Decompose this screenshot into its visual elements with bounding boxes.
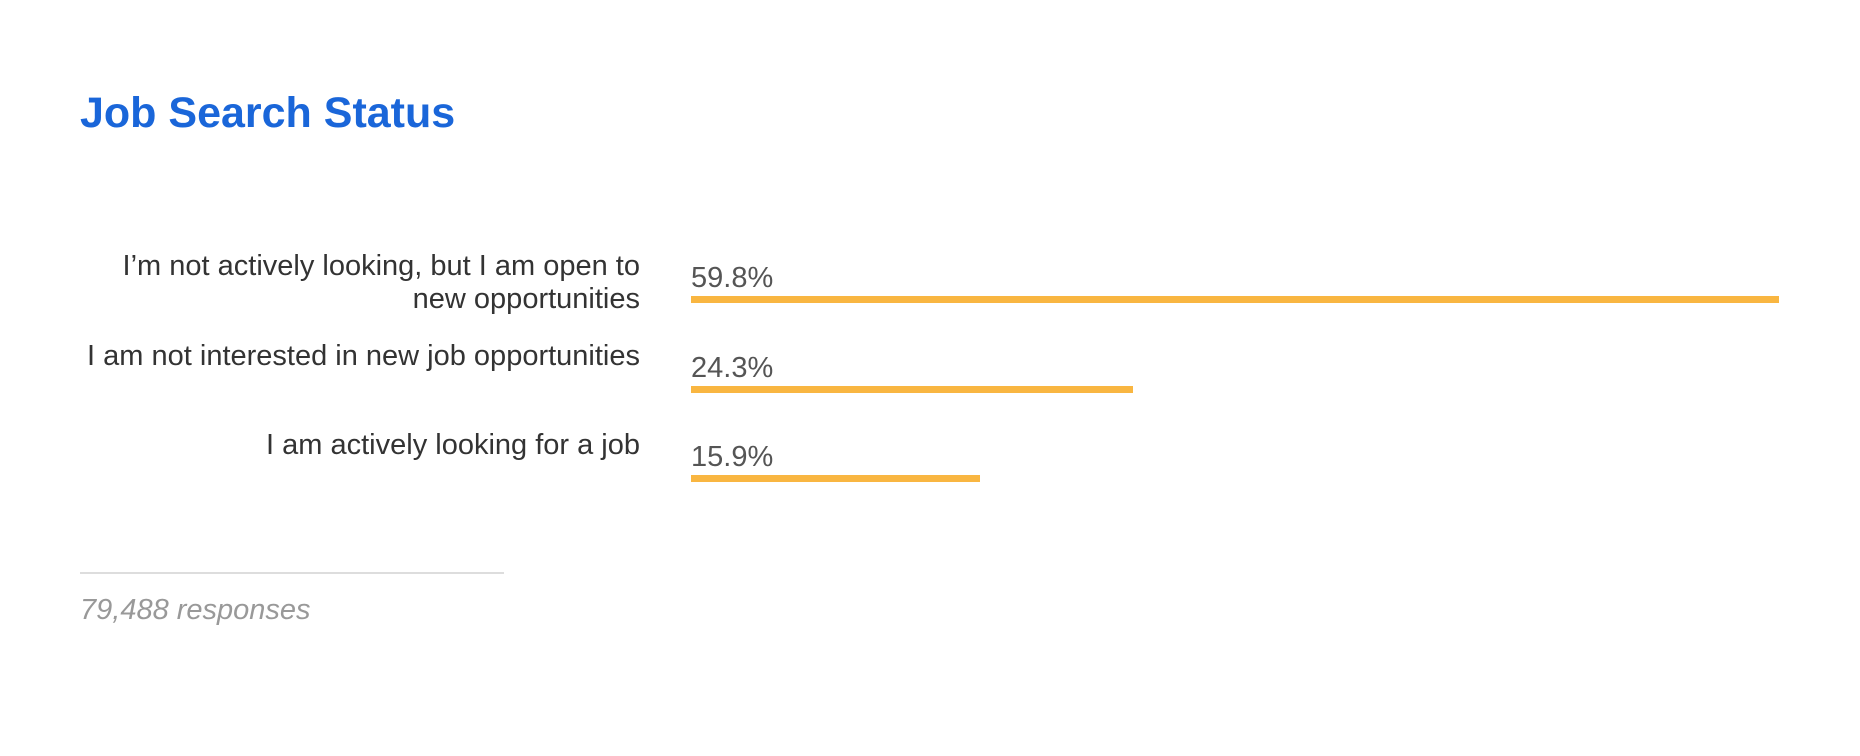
category-label: I am not interested in new job opportuni… [87, 339, 640, 372]
footnote: 79,488 responses [80, 594, 311, 626]
category-label: I’m not actively looking, but I am open … [122, 250, 640, 315]
value-label: 59.8% [691, 262, 774, 294]
bar [691, 296, 1779, 303]
bar [691, 385, 1134, 393]
footnote-rule [80, 572, 504, 574]
value-label: 15.9% [691, 441, 774, 473]
value-label: 24.3% [691, 351, 774, 384]
bar [691, 475, 981, 482]
chart-title: Job Search Status [80, 89, 456, 137]
category-label: I am actively looking for a job [266, 429, 640, 461]
